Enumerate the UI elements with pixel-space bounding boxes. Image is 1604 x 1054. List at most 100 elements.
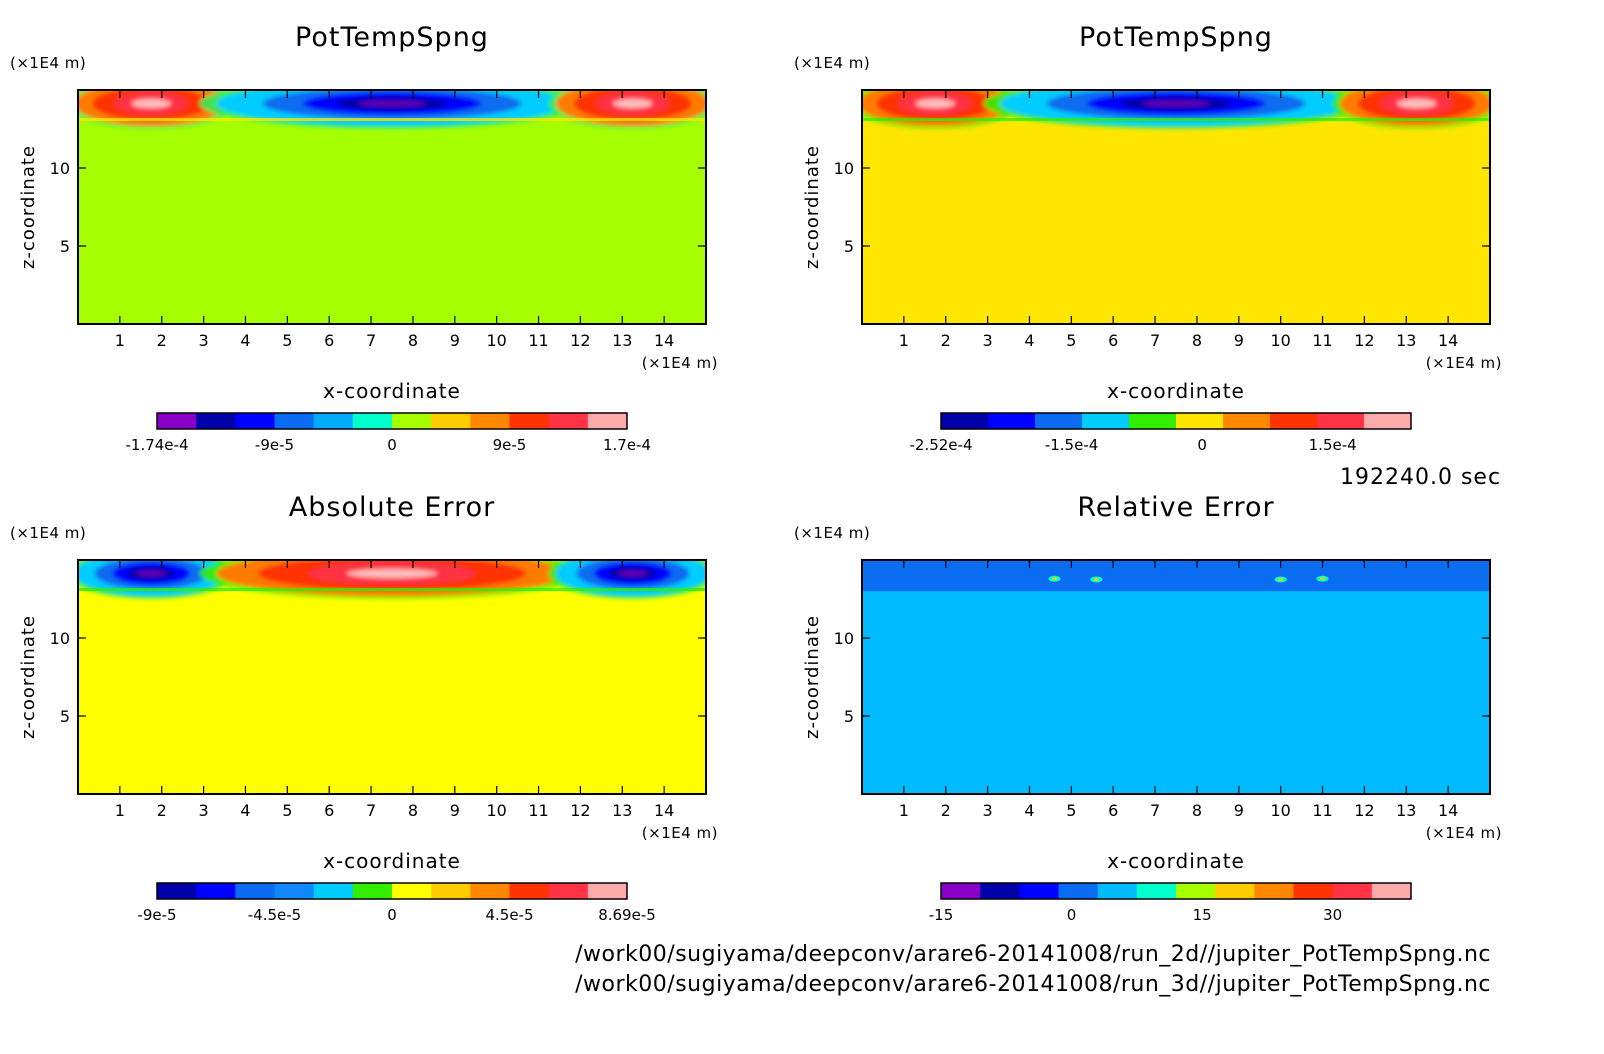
field-background <box>862 560 1490 794</box>
colorbar-tick-label: -9e-5 <box>255 436 294 454</box>
colorbar-swatch <box>941 883 981 899</box>
x-unit-label: (×1E4 m) <box>1426 354 1502 372</box>
y-axis-label: z-coordinate <box>802 615 823 739</box>
colorbar-swatch <box>1215 883 1255 899</box>
x-tick-label: 9 <box>450 331 460 350</box>
colorbar-swatch <box>235 883 275 899</box>
x-tick-label: 1 <box>899 801 909 820</box>
contour-negative <box>358 100 426 107</box>
colorbar-swatch <box>392 413 432 429</box>
field-background <box>78 90 706 324</box>
x-tick-label: 13 <box>1396 331 1416 350</box>
colorbar-swatch <box>1223 413 1271 429</box>
contour-positive <box>1396 98 1437 109</box>
colorbar-frame <box>156 882 628 900</box>
x-tick-label: 14 <box>654 331 674 350</box>
contour-positive <box>346 568 438 579</box>
contour-positive <box>131 98 172 109</box>
colorbar-tick-label: 30 <box>1323 906 1342 924</box>
contour-negative <box>136 570 166 577</box>
colorbar-swatch <box>1176 883 1216 899</box>
colorbar-tick-label: 1.7e-4 <box>603 436 651 454</box>
x-tick-label: 14 <box>1438 801 1458 820</box>
x-tick-label: 4 <box>240 801 250 820</box>
contour-field <box>78 90 706 324</box>
plot-frame <box>861 89 1491 325</box>
x-tick-label: 10 <box>486 331 506 350</box>
chart-title: Relative Error <box>1077 492 1274 523</box>
x-tick-label: 6 <box>324 331 334 350</box>
x-tick-label: 8 <box>1192 331 1202 350</box>
colorbar: -9e-5 -4.5e-5 0 4.5e-5 8.69e-5 <box>137 882 656 924</box>
contour-negative <box>1142 100 1210 107</box>
contour-positive <box>612 98 653 109</box>
colorbar-swatch <box>1254 883 1294 899</box>
file-path-3d: /work00/sugiyama/deepconv/arare6-2014100… <box>575 972 1491 997</box>
error-spot-core <box>1278 578 1284 581</box>
x-tick-label: 6 <box>324 801 334 820</box>
x-tick-label: 9 <box>1234 331 1244 350</box>
colorbar-swatch <box>431 413 471 429</box>
x-unit-label: (×1E4 m) <box>1426 824 1502 842</box>
colorbar-swatch <box>157 883 197 899</box>
y-tick-label: 5 <box>844 707 854 726</box>
colorbar-swatch <box>352 413 393 429</box>
x-tick-label: 5 <box>282 331 292 350</box>
colorbar-swatch <box>1317 413 1365 429</box>
colorbar-frame <box>156 412 628 430</box>
contour-field <box>862 560 1490 794</box>
colorbar: -2.52e-4 -1.5e-4 0 1.5e-4 <box>910 412 1412 454</box>
x-tick-label: 3 <box>983 331 993 350</box>
x-tick-label: 3 <box>199 331 209 350</box>
x-tick-label: 3 <box>199 801 209 820</box>
x-tick-label: 2 <box>157 801 167 820</box>
y-tick-label: 10 <box>50 629 70 648</box>
x-tick-label: 8 <box>408 801 418 820</box>
x-tick-label: 7 <box>1150 801 1160 820</box>
colorbar-swatch <box>509 413 550 429</box>
colorbar-swatch <box>1270 413 1318 429</box>
colorbar-tick-label: 0 <box>1067 906 1077 924</box>
colorbar-swatch <box>988 413 1036 429</box>
colorbar-tick-label: -2.52e-4 <box>910 436 973 454</box>
x-tick-label: 14 <box>654 801 674 820</box>
colorbar-swatch <box>392 883 432 899</box>
colorbar-swatch <box>509 883 550 899</box>
colorbar-swatch <box>1136 883 1177 899</box>
colorbar-tick-label: 1.5e-4 <box>1309 436 1357 454</box>
x-tick-label: 4 <box>1024 331 1034 350</box>
x-tick-label: 11 <box>528 331 548 350</box>
plot-frame <box>77 89 707 325</box>
file-path-2d: /work00/sugiyama/deepconv/arare6-2014100… <box>575 942 1491 967</box>
contour-negative <box>618 570 648 577</box>
colorbar-tick-label: 0 <box>1197 436 1207 454</box>
chart-title: Absolute Error <box>289 492 495 523</box>
colorbar-swatch <box>1293 883 1334 899</box>
contour-field <box>862 90 1490 324</box>
y-axis-label: z-coordinate <box>18 615 39 739</box>
x-tick-label: 10 <box>1270 331 1290 350</box>
time-label: 192240.0 sec <box>1340 465 1502 490</box>
x-tick-label: 1 <box>115 801 125 820</box>
x-tick-label: 12 <box>1354 331 1374 350</box>
colorbar-tick-label: -1.5e-4 <box>1045 436 1098 454</box>
x-tick-label: 2 <box>157 331 167 350</box>
colorbar-tick-label: -4.5e-5 <box>248 906 301 924</box>
colorbar-swatch <box>1019 883 1059 899</box>
colorbar-swatch <box>157 413 197 429</box>
colorbar-swatch <box>1097 883 1138 899</box>
x-tick-label: 5 <box>1066 331 1076 350</box>
chart-title: PotTempSpng <box>295 22 489 53</box>
x-tick-label: 3 <box>983 801 993 820</box>
colorbar-swatch <box>587 413 628 429</box>
transition-layer <box>78 118 706 122</box>
colorbar-swatch <box>1371 883 1412 899</box>
colorbar-swatch <box>313 413 354 429</box>
colorbar-swatch <box>1082 413 1130 429</box>
colorbar-swatch <box>1129 413 1177 429</box>
colorbar-swatch <box>352 883 393 899</box>
x-tick-label: 9 <box>1234 801 1244 820</box>
